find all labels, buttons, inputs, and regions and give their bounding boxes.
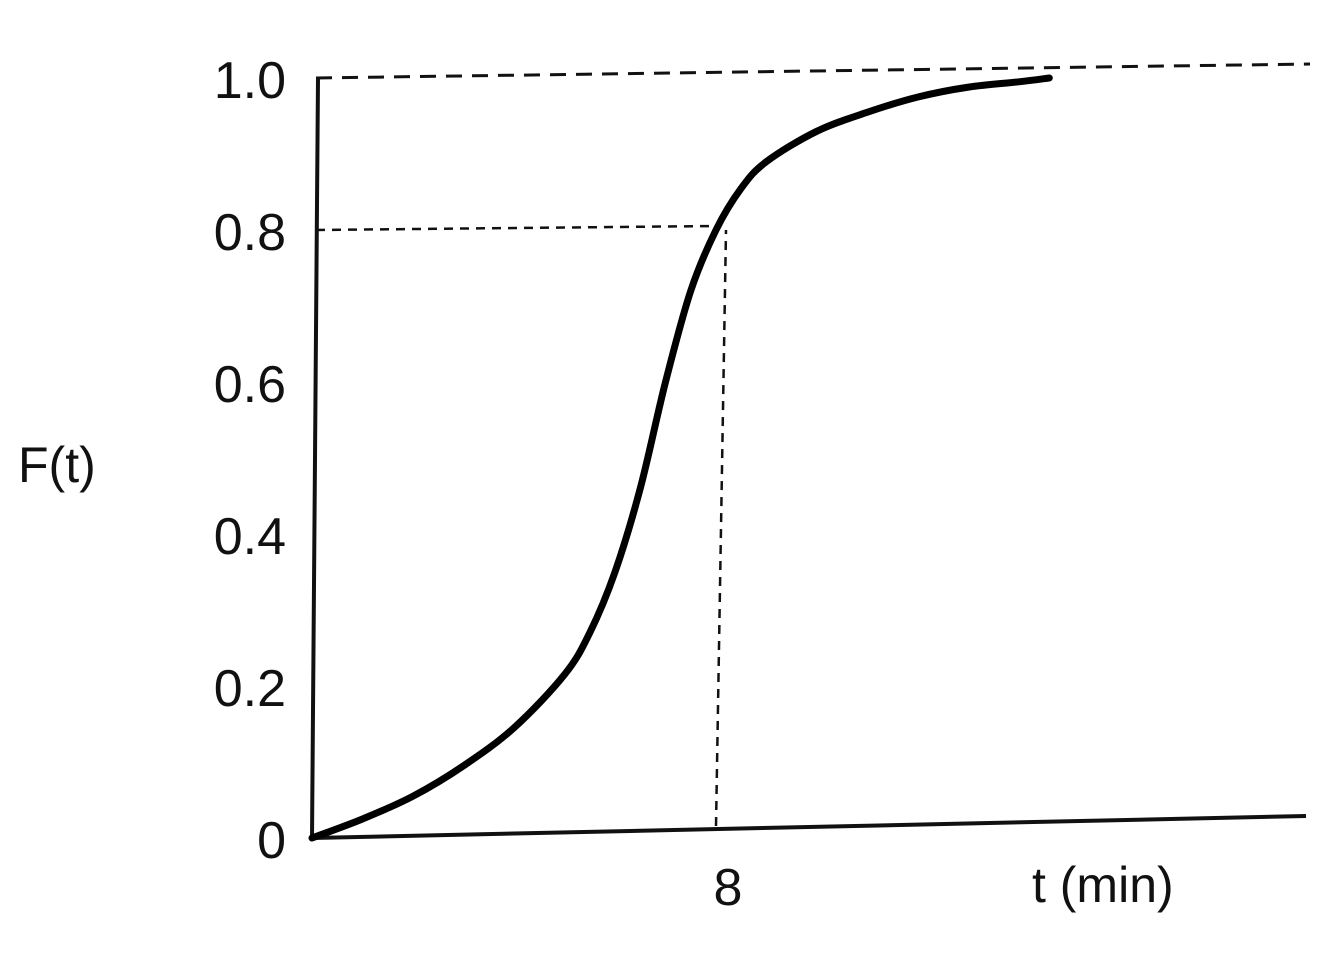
x-axis-line <box>311 814 1307 840</box>
y-tick-label: 0 <box>257 812 286 870</box>
cdf-curve <box>308 74 1053 842</box>
y-tick-label: 0.6 <box>214 356 286 414</box>
tick-labels: 0 0.2 0.4 0.6 0.8 1.0 8 <box>214 52 743 917</box>
y-tick-label: 0.8 <box>214 204 286 262</box>
y-axis-label: F(t) <box>18 437 96 493</box>
reference-line-h-0 <box>315 62 1311 80</box>
reference-line-h-1 <box>315 224 717 232</box>
axes <box>310 77 1307 840</box>
curve-layer <box>308 74 1053 842</box>
x-tick-label: 8 <box>714 859 743 917</box>
reference-lines <box>315 62 1311 827</box>
y-tick-label: 0.2 <box>214 660 286 718</box>
x-axis-label: t (min) <box>1032 857 1174 913</box>
reference-line-v-2 <box>714 229 728 827</box>
y-tick-label: 1.0 <box>214 52 286 110</box>
y-tick-label: 0.4 <box>214 508 286 566</box>
y-axis-line <box>310 77 320 839</box>
